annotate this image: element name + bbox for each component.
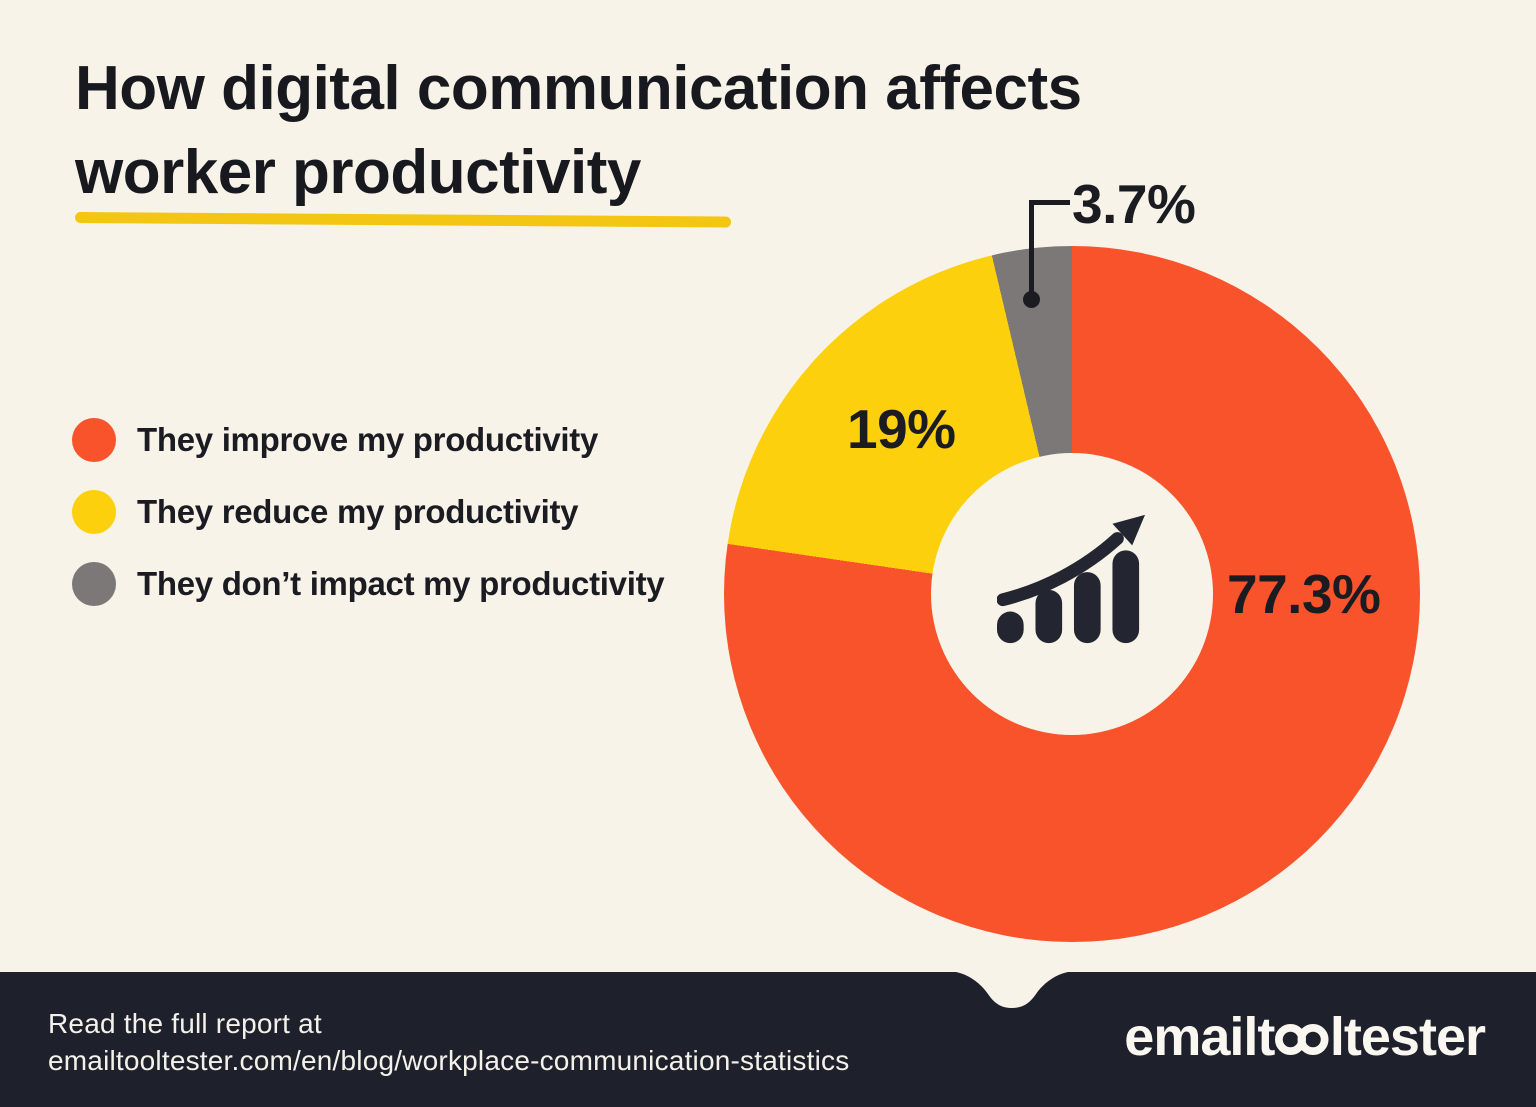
page-title: How digital communication affects worker…: [75, 47, 1082, 215]
growth-trend-icon: [997, 514, 1146, 644]
legend-label-improve: They improve my productivity: [137, 421, 599, 458]
callout-dot: [1023, 291, 1040, 308]
callout-line-horizontal: [1029, 200, 1070, 205]
footer-notch-shape: [956, 972, 1068, 1008]
footer-read-text: Read the full report at: [48, 1008, 322, 1039]
legend-swatch-reduce-icon: [72, 490, 116, 534]
donut-chart: [724, 246, 1420, 942]
page-title-line-1: How digital communication affects: [75, 54, 1082, 123]
slice-value-improve: 77.3%: [1227, 563, 1381, 625]
footer-text: Read the full report at emailtooltester.…: [48, 1005, 849, 1079]
legend-swatch-improve-icon: [72, 418, 116, 462]
donut-hole: [931, 453, 1213, 735]
infinity-oo-icon: [1275, 1024, 1329, 1055]
callout-line-vertical: [1029, 200, 1034, 301]
legend-item-no-impact: They don’t impact my productivity: [72, 562, 665, 606]
legend-label-no-impact: They don’t impact my productivity: [137, 565, 665, 602]
slice-value-reduce: 19%: [847, 398, 956, 460]
emailtooltester-logo[interactable]: emailt ltester: [1124, 1007, 1486, 1067]
legend-swatch-no-impact-icon: [72, 562, 116, 606]
slice-value-no-impact: 3.7%: [1072, 173, 1196, 235]
legend-item-improve: They improve my productivity: [72, 418, 664, 462]
legend-item-reduce: They reduce my productivity: [72, 490, 664, 534]
page-title-line-2: worker productivity: [75, 138, 641, 207]
logo-text-post: ltester: [1329, 1007, 1486, 1067]
legend-label-reduce: They reduce my productivity: [137, 493, 579, 530]
logo-text-pre: emailt: [1124, 1007, 1275, 1067]
chart-legend: They improve my productivity They reduce…: [72, 418, 665, 606]
footer-report-url[interactable]: emailtooltester.com/en/blog/workplace-co…: [48, 1045, 850, 1076]
